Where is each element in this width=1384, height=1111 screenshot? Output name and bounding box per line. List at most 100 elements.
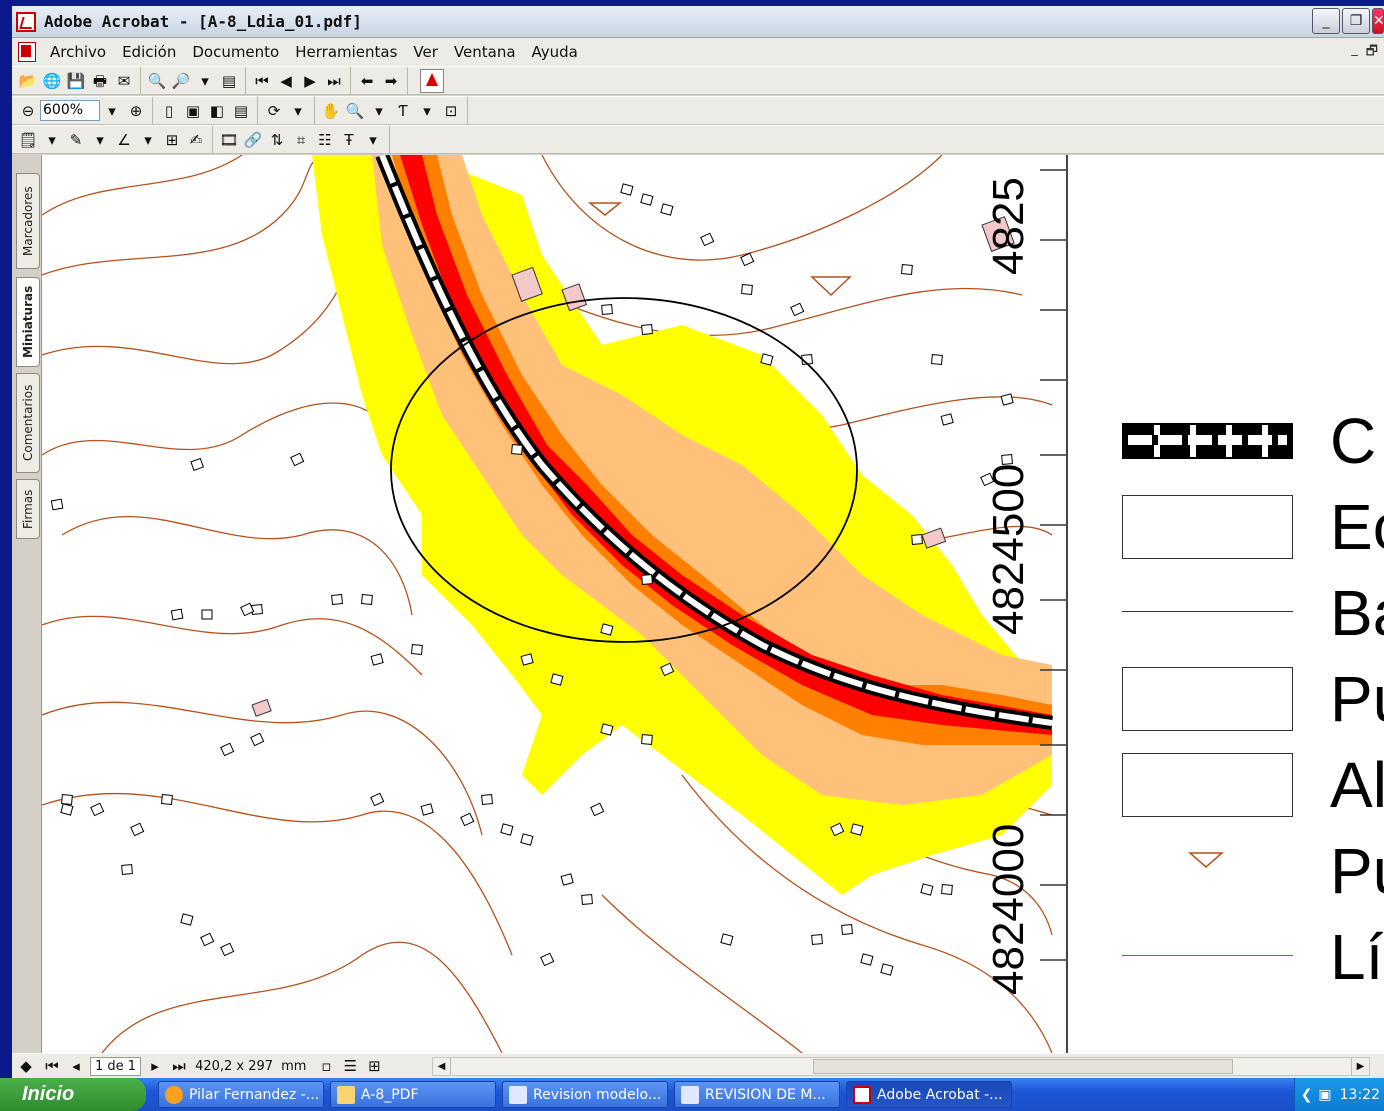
scroll-thumb[interactable] xyxy=(813,1059,1233,1074)
text-select-dropdown-icon[interactable]: ▾ xyxy=(423,101,431,120)
doc-restore-icon[interactable]: 🗗 xyxy=(1365,44,1378,59)
network-icon[interactable]: ▣ xyxy=(1318,1086,1332,1103)
restore-button[interactable]: ❐ xyxy=(1342,8,1370,34)
task-folder[interactable]: A-8_PDF xyxy=(330,1081,496,1108)
last-page-small-icon[interactable]: ⏭ xyxy=(172,1057,186,1075)
movie-icon[interactable]: 🎞 xyxy=(219,130,239,149)
hand-tool-icon[interactable]: ✋ xyxy=(321,101,341,120)
article-icon[interactable]: ⇅ xyxy=(270,130,284,149)
menu-ventana[interactable]: Ventana xyxy=(453,43,516,61)
text-select-icon[interactable]: Ƭ xyxy=(398,101,408,120)
note-dropdown-icon[interactable]: ▾ xyxy=(48,130,56,149)
previous-page-icon[interactable]: ◀ xyxy=(280,71,292,90)
prev-page-small-icon[interactable]: ◂ xyxy=(72,1057,80,1075)
actual-size-icon[interactable]: ▯ xyxy=(164,101,174,120)
desktop-background-left xyxy=(0,0,12,1078)
email-icon[interactable]: ✉ xyxy=(117,71,131,90)
snapshot-icon[interactable]: ⊡ xyxy=(444,101,458,120)
next-page-icon[interactable]: ▶ xyxy=(304,71,316,90)
form-icon[interactable]: ☷ xyxy=(318,130,332,149)
touchup-text-icon[interactable]: Ŧ xyxy=(344,130,354,149)
find-icon[interactable]: 🔍 xyxy=(147,71,167,90)
zoom-tool-dropdown-icon[interactable]: ▾ xyxy=(375,101,383,120)
rotate-dropdown-icon[interactable]: ▾ xyxy=(294,101,302,120)
fit-page-icon[interactable]: ▣ xyxy=(185,101,201,120)
single-page-icon[interactable]: ▫ xyxy=(321,1057,332,1075)
tray-arrow-icon[interactable]: ❮ xyxy=(1300,1086,1313,1103)
building xyxy=(511,444,523,455)
menu-documento[interactable]: Documento xyxy=(192,43,280,61)
page-indicator[interactable]: 1 de 1 xyxy=(90,1056,142,1076)
signature-icon[interactable]: ✍ xyxy=(189,130,203,149)
tab-marcadores[interactable]: Marcadores xyxy=(16,173,40,269)
zoom-in-icon[interactable]: ⊕ xyxy=(129,101,143,120)
line-tool-icon[interactable]: ∠ xyxy=(117,130,131,149)
scroll-right-icon[interactable]: ▶ xyxy=(1351,1058,1369,1075)
horizontal-scrollbar[interactable]: ◀ ▶ xyxy=(432,1057,1370,1076)
crop-icon[interactable]: ⌗ xyxy=(296,130,306,149)
web-icon[interactable]: 🌐 xyxy=(42,71,62,90)
task-word-2[interactable]: REVISION DE M... xyxy=(674,1081,840,1108)
note-icon[interactable]: 🗒 xyxy=(18,130,38,149)
next-page-small-icon[interactable]: ▸ xyxy=(151,1057,159,1075)
line-dropdown-icon[interactable]: ▾ xyxy=(144,130,152,149)
document-icon[interactable] xyxy=(18,42,36,62)
menu-ayuda[interactable]: Ayuda xyxy=(531,43,578,61)
rotate-icon[interactable]: ⟳ xyxy=(267,101,281,120)
navigation-pane-icon[interactable]: ▤ xyxy=(221,71,237,90)
doc-minimize-icon[interactable]: _ xyxy=(1351,42,1358,57)
task-word-1[interactable]: Revision modelo... xyxy=(502,1081,668,1108)
building xyxy=(180,913,194,926)
last-page-icon[interactable]: ⏭ xyxy=(327,71,341,90)
start-label: Inicio xyxy=(22,1083,75,1105)
stamp-icon[interactable]: ⊞ xyxy=(165,130,179,149)
comment-toolbar: 🗒 ▾ ✎ ▾ ∠ ▾ ⊞ ✍ 🎞 🔗 ⇅ ⌗ ☷ Ŧ ▾ xyxy=(12,125,1384,154)
zoom-input[interactable]: 600% xyxy=(40,100,100,121)
continuous-icon[interactable]: ☰ xyxy=(343,1057,358,1075)
task-acrobat[interactable]: Adobe Acrobat -... xyxy=(846,1081,1012,1108)
document-view[interactable]: 4825 4824500 4824000 C Ec Ba Pu Al Pu Lí xyxy=(42,155,1384,1053)
tab-comentarios[interactable]: Comentarios xyxy=(16,373,40,473)
link-icon[interactable]: 🔗 xyxy=(243,130,263,149)
task-pilar-fernandez[interactable]: Pilar Fernandez -... xyxy=(158,1081,324,1108)
building xyxy=(640,193,654,206)
adobe-logo-icon[interactable] xyxy=(420,68,444,93)
first-page-small-icon[interactable]: ⏮ xyxy=(45,1057,59,1075)
search-icon[interactable]: 🔎 xyxy=(171,71,191,90)
menu-edicion[interactable]: Edición xyxy=(122,43,177,61)
fit-width-icon[interactable]: ◧ xyxy=(209,101,225,120)
menu-herramientas[interactable]: Herramientas xyxy=(295,43,398,61)
facing-icon[interactable]: ⊞ xyxy=(368,1057,381,1075)
building xyxy=(130,822,145,837)
zoom-dropdown-icon[interactable]: ▾ xyxy=(108,101,116,120)
zoom-tool-icon[interactable]: 🔍 xyxy=(345,101,365,120)
close-button[interactable]: ✕ xyxy=(1372,8,1384,34)
menu-archivo[interactable]: Archivo xyxy=(50,43,107,61)
building xyxy=(941,884,953,895)
zoom-out-icon[interactable]: ⊖ xyxy=(21,101,35,120)
print-icon[interactable]: 🖶 xyxy=(92,71,108,90)
next-view-icon[interactable]: ➡ xyxy=(384,71,398,90)
dropdown-icon[interactable]: ▾ xyxy=(201,71,209,90)
menu-ver[interactable]: Ver xyxy=(413,43,438,61)
save-icon[interactable]: 💾 xyxy=(66,71,86,90)
page-size: 420,2 x 297 xyxy=(195,1058,274,1074)
tab-firmas[interactable]: Firmas xyxy=(16,479,40,539)
pencil-dropdown-icon[interactable]: ▾ xyxy=(96,130,104,149)
reflow-icon[interactable]: ▤ xyxy=(233,101,249,120)
scroll-left-icon[interactable]: ◀ xyxy=(433,1058,451,1075)
legend-line-symbol xyxy=(1122,611,1293,612)
open-icon[interactable]: 📂 xyxy=(18,71,38,90)
building xyxy=(920,883,934,896)
contour-line xyxy=(601,894,803,1053)
acrobat-app-icon[interactable] xyxy=(16,11,36,32)
minimize-button[interactable]: _ xyxy=(1312,8,1340,34)
page-layout-icon[interactable]: ◆ xyxy=(20,1057,32,1075)
pencil-icon[interactable]: ✎ xyxy=(69,130,83,149)
previous-view-icon[interactable]: ⬅ xyxy=(360,71,374,90)
touchup-dropdown-icon[interactable]: ▾ xyxy=(369,130,377,149)
start-button[interactable]: Inicio xyxy=(0,1078,146,1111)
first-page-icon[interactable]: ⏮ xyxy=(255,71,269,90)
building xyxy=(1000,393,1014,406)
tab-miniaturas[interactable]: Miniaturas xyxy=(16,277,40,367)
